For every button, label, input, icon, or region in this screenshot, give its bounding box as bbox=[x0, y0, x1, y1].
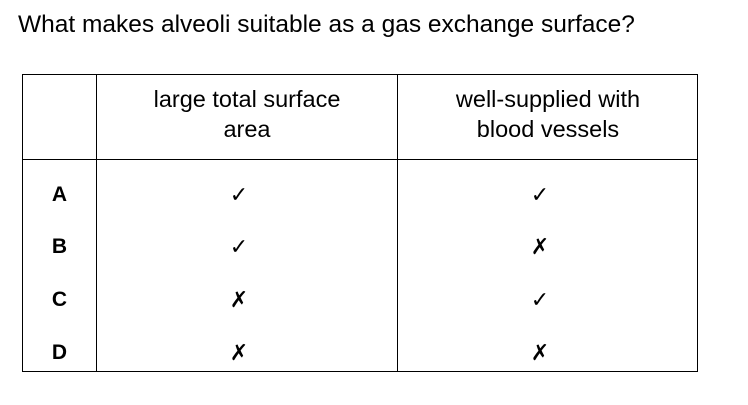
row-label-d: D bbox=[51, 341, 68, 364]
row-a-surface-area-mark: ✓ bbox=[229, 182, 249, 208]
column-divider bbox=[397, 75, 398, 371]
row-label-a: A bbox=[51, 183, 68, 206]
column-header-blood-vessels: well-supplied with blood vessels bbox=[455, 86, 641, 142]
row-d-surface-area-mark: ✗ bbox=[229, 340, 249, 366]
row-c-blood-vessels-mark: ✓ bbox=[530, 287, 550, 313]
row-label-c: C bbox=[51, 288, 68, 311]
question-text: What makes alveoli suitable as a gas exc… bbox=[18, 11, 635, 38]
answer-table: large total surface area well-supplied w… bbox=[22, 74, 698, 372]
row-c-surface-area-mark: ✗ bbox=[229, 287, 249, 313]
row-a-blood-vessels-mark: ✓ bbox=[530, 182, 550, 208]
row-b-surface-area-mark: ✓ bbox=[229, 234, 249, 260]
row-label-b: B bbox=[51, 235, 68, 258]
header-divider bbox=[23, 159, 697, 160]
column-header-surface-area: large total surface area bbox=[153, 86, 341, 142]
row-b-blood-vessels-mark: ✗ bbox=[530, 234, 550, 260]
column-divider bbox=[96, 75, 97, 371]
row-d-blood-vessels-mark: ✗ bbox=[530, 340, 550, 366]
